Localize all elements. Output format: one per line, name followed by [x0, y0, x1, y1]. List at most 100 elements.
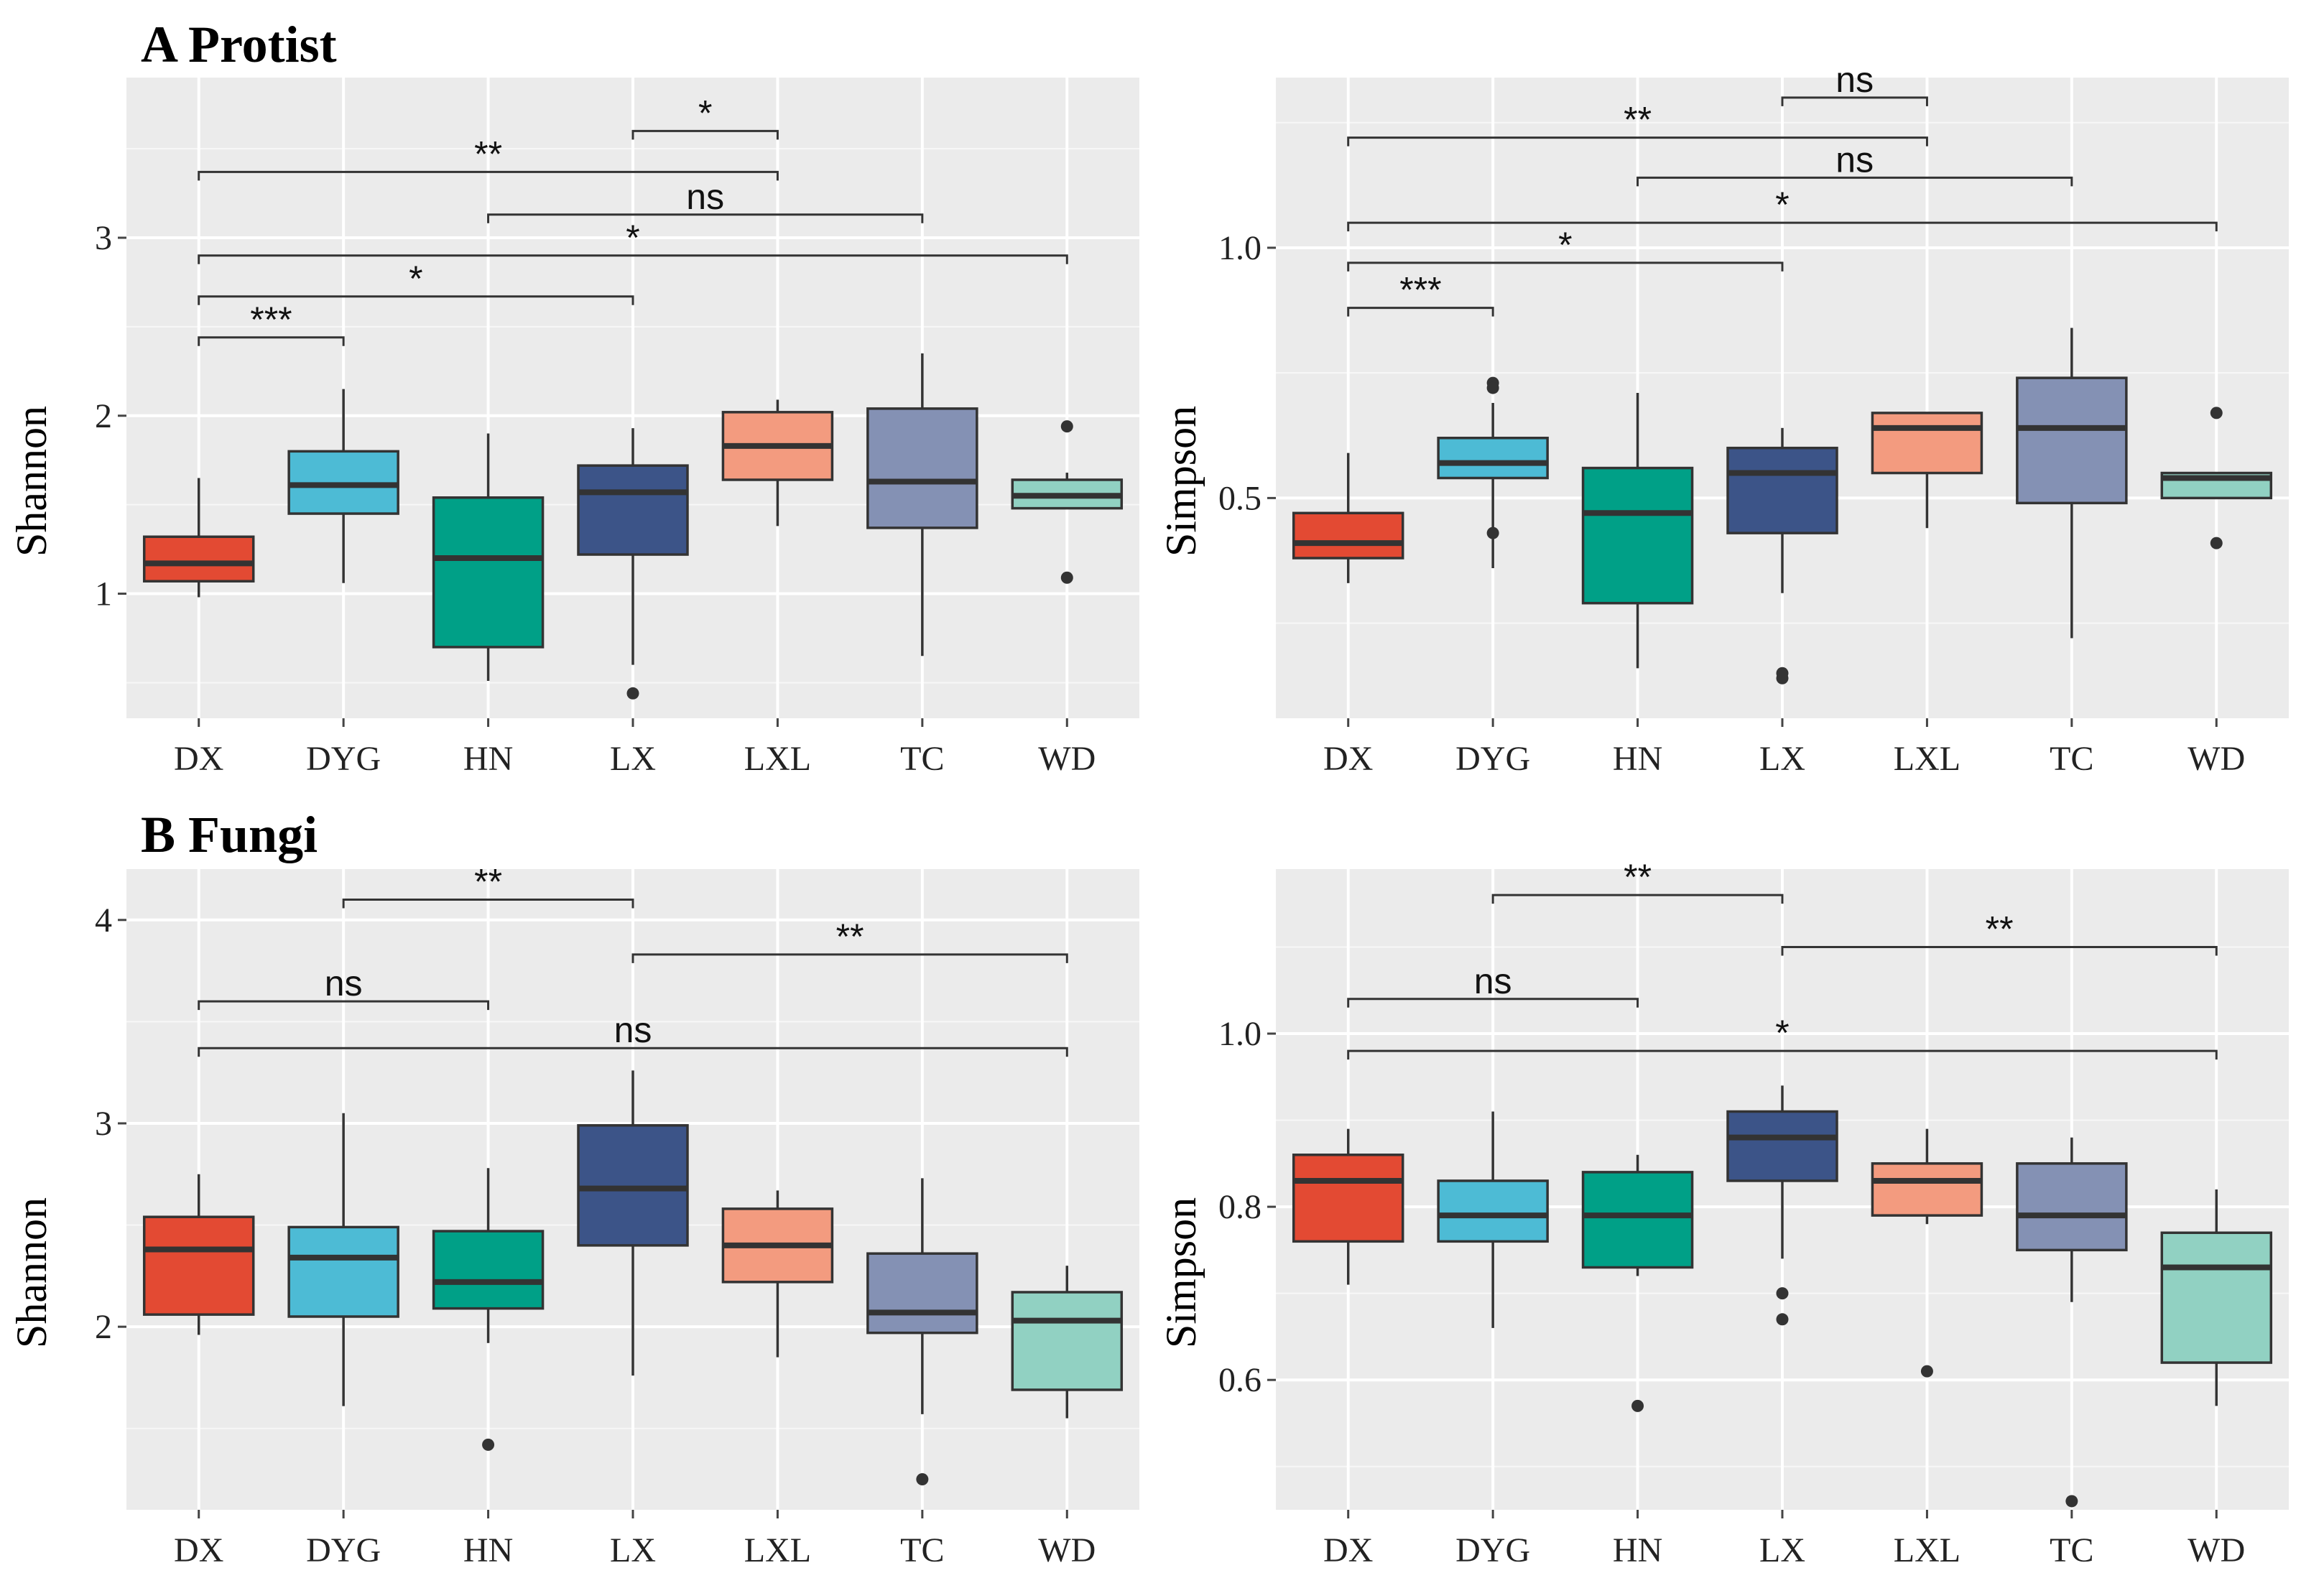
x-tick-label: DYG: [1455, 740, 1530, 778]
x-tick-label: HN: [1613, 740, 1662, 778]
x-tick-label: WD: [2187, 1531, 2245, 1569]
significance-label: *: [626, 218, 639, 258]
significance-bracket: [631, 953, 1068, 963]
box-TC: [2016, 1162, 2128, 1252]
significance-bracket: [198, 1000, 490, 1011]
y-tick-label: 2: [95, 1308, 112, 1346]
box-DX: [1292, 511, 1404, 560]
x-tick-label: DYG: [306, 1531, 381, 1569]
box-HN: [432, 1230, 545, 1310]
significance-bracket: [1347, 998, 1639, 1008]
box-DX: [142, 535, 255, 583]
box-DYG: [1437, 1179, 1549, 1243]
y-tick-label: 3: [95, 1105, 112, 1143]
significance-label: ns: [614, 1010, 652, 1050]
y-tick-label: 1.0: [1218, 229, 1261, 267]
significance-bracket: [1347, 221, 2218, 232]
outlier-point: [2210, 407, 2223, 419]
section-title-protist: A Protist: [141, 16, 337, 73]
significance-bracket: [198, 295, 634, 305]
outlier-point: [916, 1473, 929, 1486]
x-tick-label: HN: [1613, 1531, 1662, 1569]
y-tick-label: 3: [95, 219, 112, 257]
box-LX: [1726, 446, 1838, 534]
box-TC: [2016, 376, 2128, 505]
x-tick-label: DX: [174, 740, 223, 778]
significance-bracket: [1491, 894, 1784, 904]
significance-label: *: [1558, 225, 1572, 265]
significance-label: ns: [325, 963, 363, 1003]
x-tick-label: TC: [2050, 1531, 2093, 1569]
box-LXL: [1871, 1162, 1983, 1217]
x-tick-label: LX: [610, 740, 656, 778]
x-tick-label: DX: [174, 1531, 223, 1569]
significance-label: ns: [686, 177, 724, 217]
outlier-point: [1486, 526, 1499, 539]
x-tick-label: LXL: [744, 740, 811, 778]
box-TC: [866, 1252, 978, 1335]
y-axis-title: Simpson: [1157, 1197, 1205, 1348]
significance-label: **: [474, 134, 502, 174]
outlier-point: [482, 1438, 495, 1451]
significance-label: **: [1624, 100, 1652, 140]
x-tick-label: DX: [1323, 1531, 1373, 1569]
section-title-fungi: B Fungi: [141, 806, 318, 863]
box-WD: [2160, 1231, 2273, 1364]
y-tick-label: 0.5: [1218, 479, 1261, 517]
x-tick-label: LX: [1759, 1531, 1805, 1569]
significance-bracket: [487, 213, 924, 223]
x-tick-label: WD: [1038, 1531, 1096, 1569]
x-tick-label: HN: [463, 740, 513, 778]
significance-bracket: [1347, 307, 1494, 317]
outlier-point: [1920, 1365, 1933, 1378]
significance-bracket: [198, 170, 779, 181]
outlier-point: [2065, 1495, 2078, 1508]
x-tick-label: WD: [2187, 740, 2245, 778]
significance-bracket: [1781, 945, 2218, 956]
significance-bracket: [1636, 176, 2073, 187]
outlier-point: [2210, 537, 2223, 549]
x-tick-label: DYG: [1455, 1531, 1530, 1569]
significance-bracket: [1347, 1049, 2218, 1060]
significance-label: **: [1624, 857, 1652, 897]
significance-bracket: [631, 129, 779, 140]
x-tick-label: LXL: [1894, 740, 1960, 778]
box-LX: [577, 464, 689, 556]
significance-bracket: [342, 898, 634, 909]
box-HN: [1581, 466, 1694, 605]
x-tick-label: TC: [900, 740, 944, 778]
significance-label: *: [1775, 1013, 1789, 1053]
x-tick-label: HN: [463, 1531, 513, 1569]
significance-bracket: [198, 1047, 1068, 1057]
x-tick-label: WD: [1038, 740, 1096, 778]
significance-label: ***: [250, 300, 292, 340]
significance-bracket: [1347, 136, 1928, 147]
y-tick-label: 1.0: [1218, 1015, 1261, 1053]
significance-label: ***: [1399, 270, 1441, 310]
significance-label: *: [1775, 185, 1789, 225]
outlier-point: [1776, 672, 1789, 685]
x-tick-label: LXL: [1894, 1531, 1960, 1569]
x-tick-label: TC: [2050, 740, 2093, 778]
chart-panel-3: 2 3 4 DX DYG HN LX LXL TC WD Shannon ** ** ns ns: [8, 861, 1139, 1569]
x-tick-label: LXL: [744, 1531, 811, 1569]
x-tick-label: TC: [900, 1531, 944, 1569]
y-tick-label: 4: [95, 901, 112, 939]
box-WD: [1011, 1291, 1124, 1391]
y-tick-label: 0.8: [1218, 1188, 1261, 1226]
box-HN: [1581, 1171, 1694, 1269]
significance-label: ns: [1835, 139, 1874, 180]
significance-bracket: [198, 254, 1068, 264]
x-tick-label: DYG: [306, 740, 381, 778]
significance-label: ns: [1835, 60, 1874, 100]
significance-label: *: [698, 93, 712, 133]
significance-label: **: [1986, 909, 2014, 949]
box-DX: [142, 1215, 255, 1316]
significance-bracket: [1781, 96, 1928, 106]
outlier-point: [1776, 1287, 1789, 1300]
x-tick-label: DX: [1323, 740, 1373, 778]
significance-bracket: [1347, 261, 1784, 272]
